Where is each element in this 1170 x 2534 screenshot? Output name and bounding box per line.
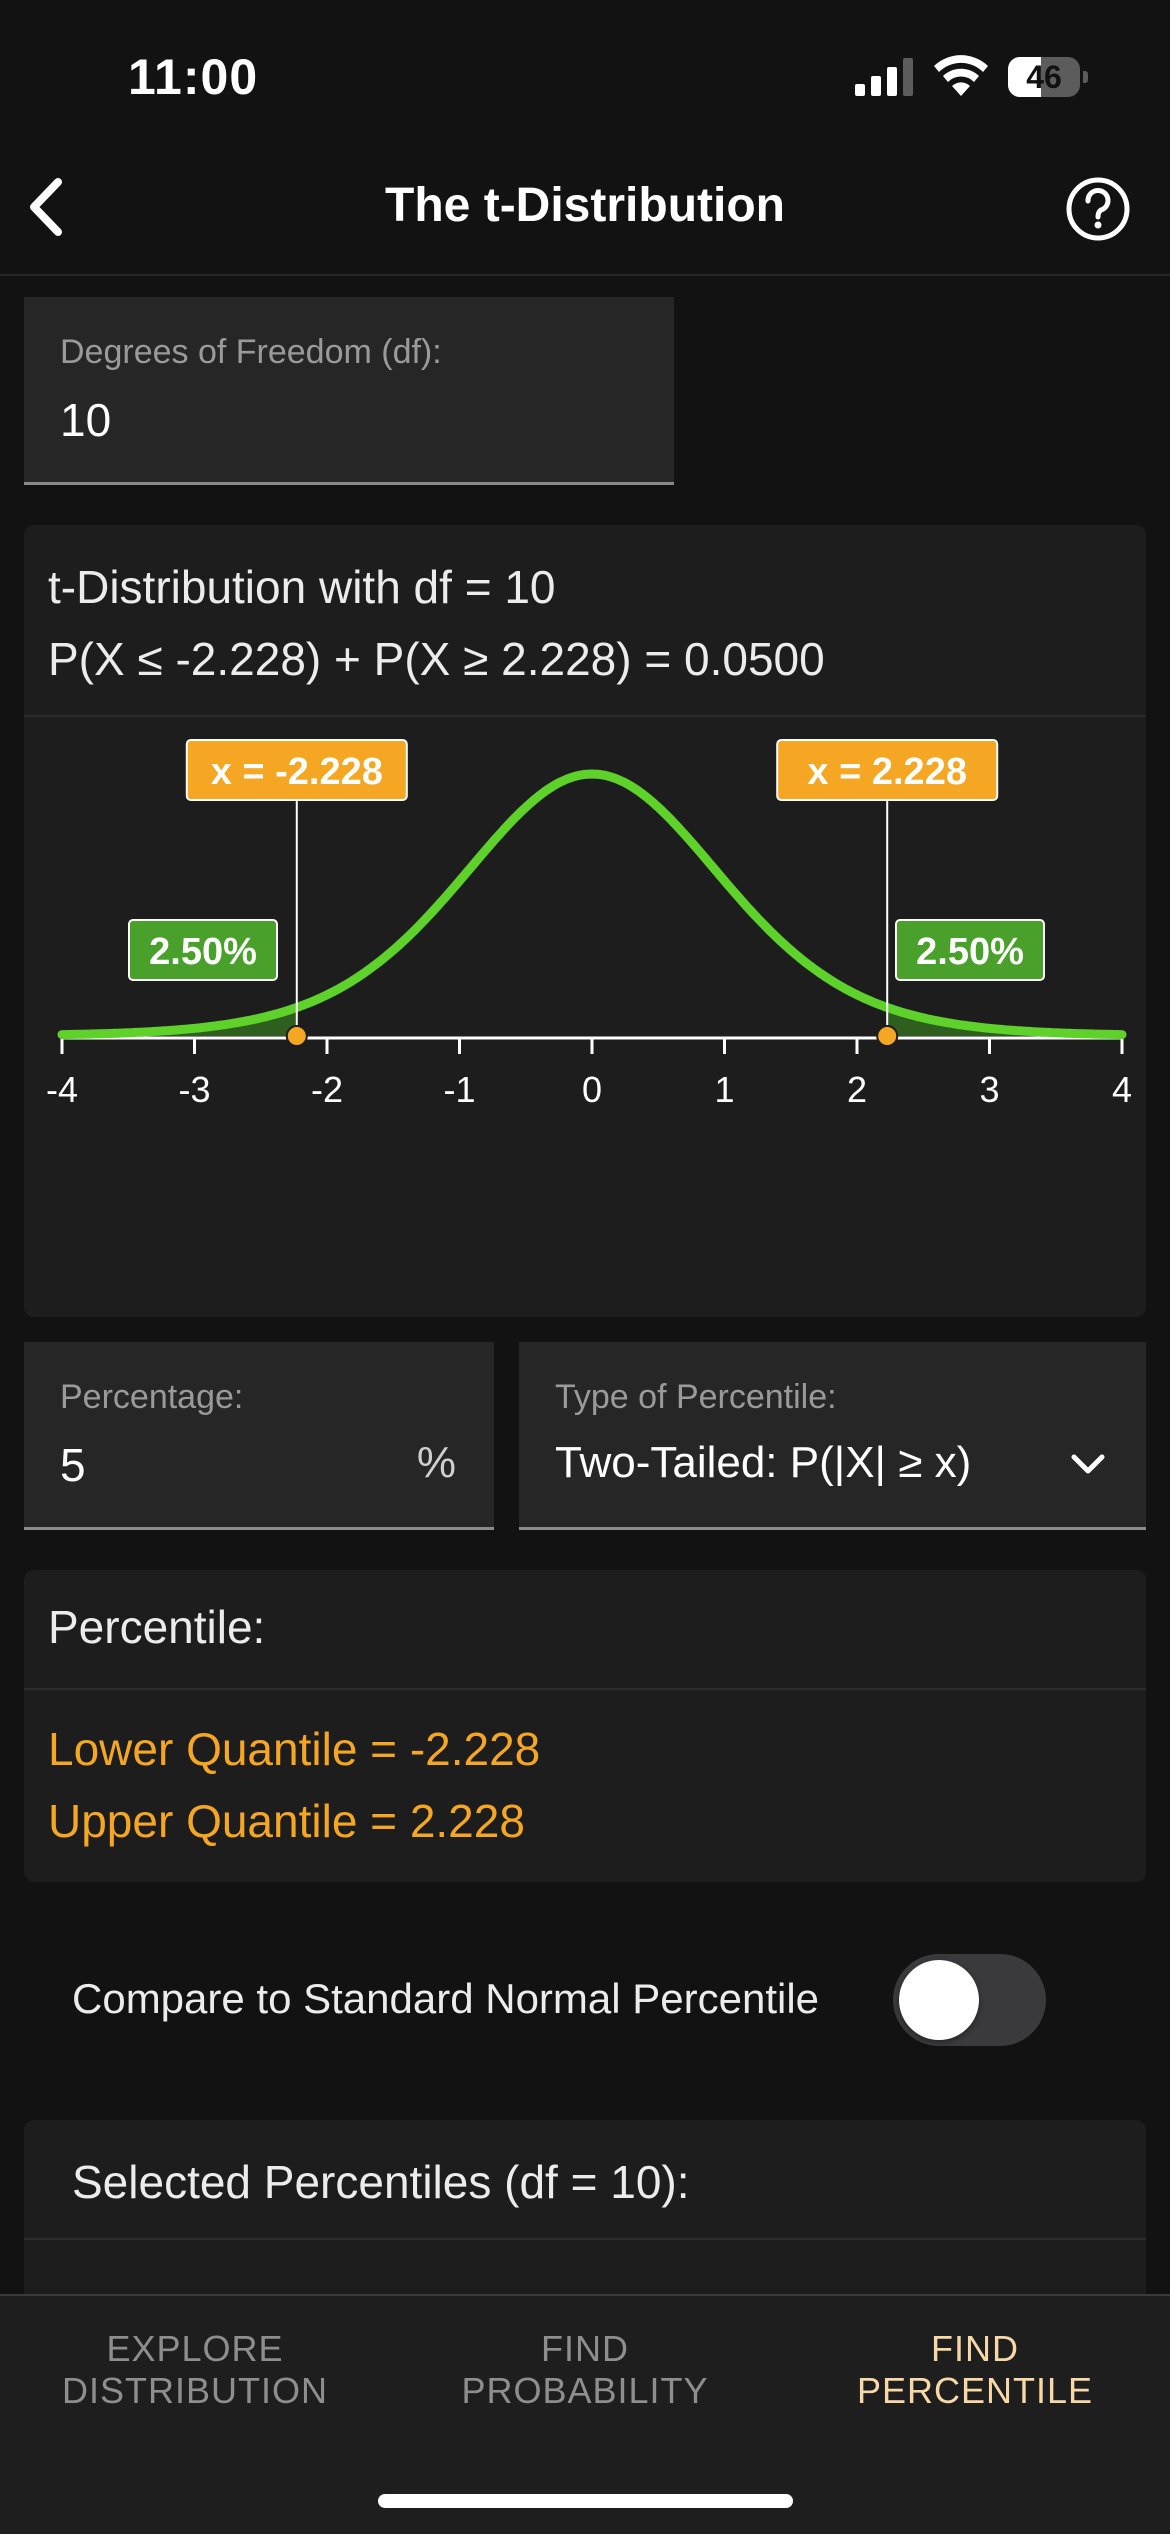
df-input[interactable]: 10: [60, 394, 112, 446]
percentile-result-card: [24, 1570, 1146, 1882]
chart-heading: t-Distribution with df = 10: [48, 561, 556, 613]
percentile-type-label: Type of Percentile:: [555, 1378, 837, 1416]
left-marker-label-box: x = -2.228: [185, 739, 408, 801]
x-tick-label: 0: [582, 1069, 602, 1110]
tab-explore-distribution[interactable]: EXPLORE DISTRIBUTION: [0, 2328, 390, 2412]
left-tail-label: 2.50%: [149, 931, 257, 973]
battery-body: 46: [1008, 57, 1080, 97]
toggle-knob: [899, 1960, 979, 2040]
percentile-heading: Percentile:: [48, 1601, 266, 1653]
wifi-icon: [934, 55, 988, 96]
x-tick-label: 2: [847, 1069, 867, 1110]
x-tick-label: 4: [1112, 1069, 1132, 1110]
page-title: The t-Distribution: [385, 179, 785, 232]
percentile-type-value: Two-Tailed: P(|X| ≥ x): [555, 1438, 972, 1487]
tab-percentile-line2: PERCENTILE: [856, 2370, 1094, 2411]
x-tick-label: 3: [979, 1069, 999, 1110]
battery-nub: [1083, 71, 1088, 83]
df-field[interactable]: Degrees of Freedom (df): 10: [24, 297, 674, 485]
tab-find-percentile[interactable]: FIND PERCENTILE: [780, 2328, 1170, 2412]
status-time: 11:00: [128, 49, 259, 105]
tab-find-probability[interactable]: FIND PROBABILITY: [390, 2328, 780, 2412]
navigation-bar: [0, 150, 1170, 276]
lower-quantile: Lower Quantile = -2.228: [48, 1723, 541, 1775]
right-tail-label-box: 2.50%: [895, 919, 1045, 981]
battery-icon: 46: [1008, 57, 1088, 97]
tab-explore-line1: EXPLORE: [106, 2328, 284, 2369]
help-button[interactable]: [1065, 176, 1131, 242]
percentage-input[interactable]: 5: [60, 1439, 86, 1491]
percentage-field[interactable]: Percentage: 5 %: [24, 1342, 494, 1530]
chart-card-divider: [24, 715, 1146, 717]
battery-fill: [1008, 57, 1042, 97]
x-tick-label: -1: [443, 1069, 475, 1110]
tab-probability-line1: FIND: [541, 2328, 629, 2369]
percentile-type-select[interactable]: Type of Percentile: Two-Tailed: P(|X| ≥ …: [519, 1342, 1146, 1530]
x-tick-label: 1: [714, 1069, 734, 1110]
x-axis-ticks: -4 -3 -2 -1 0 1 2 3 4: [46, 1038, 1132, 1110]
right-tail-shading: [887, 1007, 1122, 1036]
right-marker-label: x = 2.228: [807, 751, 967, 793]
tab-percentile-line1: FIND: [931, 2328, 1019, 2369]
compare-normal-toggle[interactable]: [893, 1954, 1046, 2046]
cellular-signal-icon: [855, 58, 913, 96]
result-card-divider: [24, 1688, 1146, 1690]
tab-probability-line2: PROBABILITY: [461, 2370, 709, 2411]
selected-percentiles-heading: Selected Percentiles (df = 10):: [72, 2156, 690, 2208]
t-distribution-chart: -4 -3 -2 -1 0 1 2 3 4 x = -2.228 x = 2.228 2.50%…: [46, 739, 1132, 1110]
selected-percentiles-card: [24, 2120, 1146, 2320]
right-critical-marker[interactable]: [876, 1025, 899, 1047]
right-marker-label-box: x = 2.228: [776, 739, 999, 801]
tab-explore-line2: DISTRIBUTION: [61, 2370, 328, 2411]
chart-probability-heading: P(X ≤ -2.228) + P(X ≥ 2.228) = 0.0500: [48, 633, 825, 685]
right-tail-label: 2.50%: [916, 931, 1024, 973]
left-tail-label-box: 2.50%: [128, 919, 278, 981]
upper-quantile: Upper Quantile = 2.228: [48, 1795, 525, 1847]
left-marker-label: x = -2.228: [211, 751, 383, 793]
status-bar: 11:00 46: [0, 0, 1170, 150]
left-tail-shading: [62, 1007, 297, 1036]
battery-percent: 46: [1026, 59, 1062, 95]
x-tick-label: -4: [46, 1069, 78, 1110]
percentage-label: Percentage:: [60, 1378, 244, 1416]
density-curve: [57, 769, 1127, 1040]
back-button[interactable]: [20, 170, 70, 245]
left-critical-marker[interactable]: [285, 1025, 308, 1047]
chevron-down-icon: [1071, 1454, 1105, 1474]
x-tick-label: -2: [311, 1069, 343, 1110]
x-tick-label: -3: [178, 1069, 210, 1110]
selected-card-divider: [24, 2238, 1146, 2240]
compare-normal-label: Compare to Standard Normal Percentile: [72, 1975, 820, 2022]
percentage-unit: %: [416, 1438, 456, 1487]
home-indicator: [378, 2494, 793, 2508]
df-field-label: Degrees of Freedom (df):: [60, 333, 442, 371]
